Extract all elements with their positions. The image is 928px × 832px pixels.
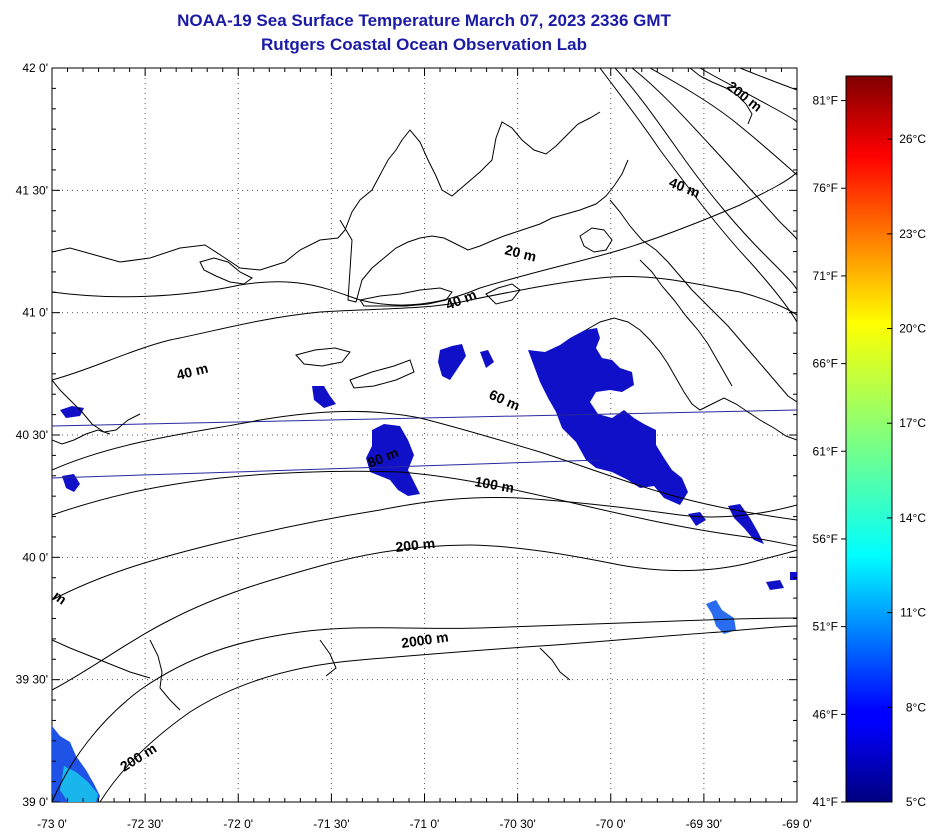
colorbar-f-label: 41°F: [813, 795, 838, 809]
lat-tick-label: 40 0': [22, 550, 48, 564]
satellite-tracks: [52, 409, 797, 479]
colorbar-f-label: 81°F: [813, 94, 838, 108]
colorbar-f-label: 61°F: [813, 444, 838, 458]
sst-patch-light: [706, 600, 736, 634]
lat-tick-label: 42 0': [22, 61, 48, 75]
colorbar-ticks: [841, 100, 892, 803]
lon-tick-label: -69 30': [686, 817, 722, 831]
colorbar-c-label: 8°C: [906, 700, 926, 714]
coastline: [52, 68, 797, 711]
sst-patch-small: [790, 572, 797, 580]
colorbar-c-label: 11°C: [900, 606, 926, 620]
colorbar-f-label: 76°F: [813, 181, 838, 195]
lat-tick-label: 40 30': [16, 428, 48, 442]
colorbar-f-label: 71°F: [813, 269, 838, 283]
graticule: [52, 68, 797, 802]
sst-patch-small: [60, 406, 84, 418]
contour-label: 2000 m: [400, 629, 449, 651]
colorbar-celsius-labels: 26°C 23°C 20°C 17°C 14°C 11°C 8°C 5°C: [899, 132, 926, 809]
lat-tick-label: 41 0': [22, 306, 48, 320]
bathymetry-contours: [52, 68, 797, 802]
colorbar-c-label: 20°C: [899, 322, 926, 336]
lat-tick-label: 39 0': [22, 795, 48, 809]
lat-tick-label: 41 30': [16, 183, 48, 197]
sst-patch-mid: [366, 424, 420, 496]
colorbar-f-label: 46°F: [813, 707, 838, 721]
lon-tick-label: -70 30': [499, 817, 535, 831]
sst-patch-coastal-light: [60, 766, 98, 802]
contour-label: 200 m: [395, 535, 436, 555]
sst-patch-large: [528, 328, 688, 505]
lon-tick-label: -69 0': [782, 817, 812, 831]
contour-label: 100 m: [473, 473, 515, 496]
lon-tick-label: -71 30': [313, 817, 349, 831]
latitude-labels: 42 0' 41 30' 41 0' 40 30' 40 0' 39 30' 39 0': [16, 61, 48, 809]
sst-patch-small: [438, 344, 466, 380]
map-title: NOAA-19 Sea Surface Temperature March 07…: [177, 11, 671, 30]
lat-tick-label: 39 30': [16, 673, 48, 687]
colorbar-c-label: 14°C: [899, 511, 926, 525]
lon-tick-label: -73 0': [37, 817, 67, 831]
lon-tick-label: -71 0': [410, 817, 440, 831]
colorbar-f-label: 56°F: [813, 532, 838, 546]
sst-patch-small: [312, 386, 336, 408]
contour-label: 40 m: [175, 360, 210, 383]
contour-label: 20 m: [503, 241, 538, 264]
colorbar-f-label: 51°F: [813, 620, 838, 634]
sst-patch-small: [480, 350, 494, 368]
colorbar-c-label: 26°C: [899, 132, 926, 146]
colorbar: [845, 75, 893, 803]
sst-patches: [60, 328, 797, 590]
map-subtitle: Rutgers Coastal Ocean Observation Lab: [261, 35, 587, 54]
colorbar-f-label: 66°F: [813, 357, 838, 371]
colorbar-c-label: 17°C: [899, 416, 926, 430]
colorbar-fahrenheit-labels: 81°F 76°F 71°F 66°F 61°F 56°F 51°F 46°F 41°F: [813, 94, 838, 809]
sst-patch-small: [62, 474, 80, 492]
axis-ticks: [51, 67, 798, 803]
sst-patch-small: [766, 580, 784, 590]
lon-tick-label: -72 0': [223, 817, 253, 831]
lon-tick-label: -70 0': [596, 817, 626, 831]
lon-tick-label: -72 30': [127, 817, 163, 831]
longitude-labels: -73 0' -72 30' -72 0' -71 30' -71 0' -70 30' -…: [37, 817, 812, 831]
sst-patch-small: [688, 512, 706, 526]
colorbar-c-label: 23°C: [899, 227, 926, 241]
colorbar-c-label: 5°C: [906, 795, 926, 809]
sst-patch-small: [728, 504, 764, 544]
